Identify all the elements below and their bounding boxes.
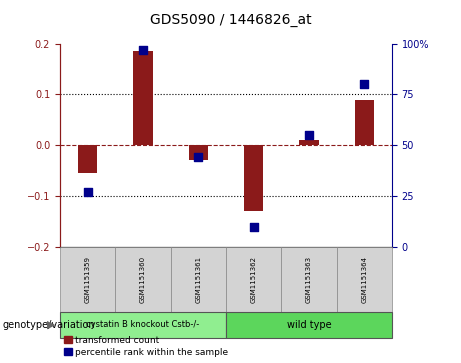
Text: GSM1151364: GSM1151364 <box>361 256 367 303</box>
Point <box>139 47 147 53</box>
Point <box>305 132 313 138</box>
Bar <box>337 247 392 312</box>
Bar <box>60 247 115 312</box>
Text: GSM1151360: GSM1151360 <box>140 256 146 303</box>
Bar <box>281 247 337 312</box>
Bar <box>60 312 226 338</box>
Bar <box>133 51 153 145</box>
Point <box>84 189 91 195</box>
Bar <box>226 247 281 312</box>
Legend: transformed count, percentile rank within the sample: transformed count, percentile rank withi… <box>65 336 228 357</box>
Text: GSM1151359: GSM1151359 <box>84 256 91 303</box>
Text: GSM1151361: GSM1151361 <box>195 256 201 303</box>
Bar <box>171 247 226 312</box>
Text: genotype/variation: genotype/variation <box>2 320 95 330</box>
Bar <box>299 140 319 145</box>
Bar <box>244 145 263 211</box>
Bar <box>355 101 374 145</box>
Bar <box>226 312 392 338</box>
Text: GSM1151363: GSM1151363 <box>306 256 312 303</box>
Text: ▶: ▶ <box>47 320 55 330</box>
Bar <box>78 145 97 173</box>
Point <box>195 155 202 160</box>
Point <box>361 81 368 87</box>
Text: cystatin B knockout Cstb-/-: cystatin B knockout Cstb-/- <box>86 321 200 329</box>
Text: GDS5090 / 1446826_at: GDS5090 / 1446826_at <box>150 13 311 27</box>
Bar <box>115 247 171 312</box>
Point <box>250 224 257 229</box>
Text: wild type: wild type <box>287 320 331 330</box>
Text: GSM1151362: GSM1151362 <box>250 256 257 303</box>
Bar <box>189 145 208 160</box>
